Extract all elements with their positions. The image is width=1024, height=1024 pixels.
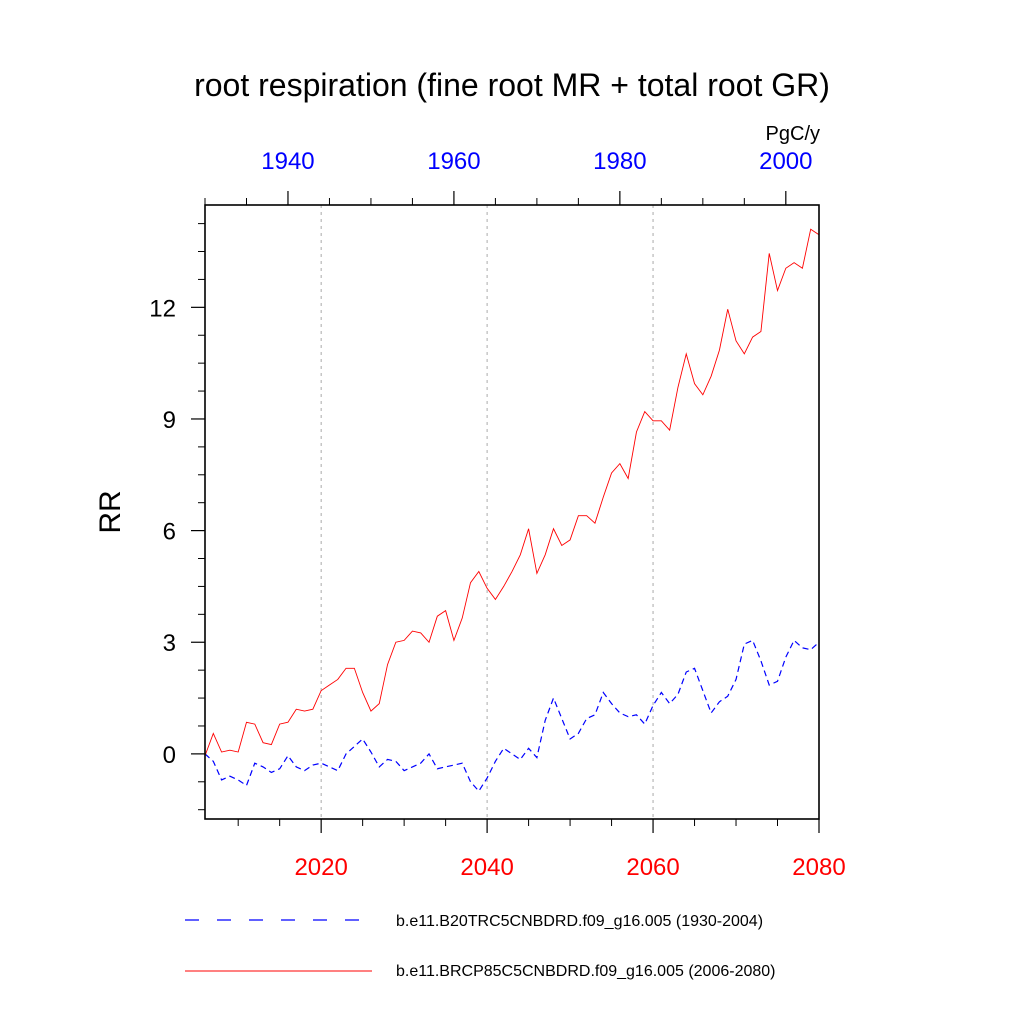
y-tick-label: 9 bbox=[163, 407, 176, 434]
series-lines bbox=[204, 228, 820, 793]
grid-lines bbox=[320, 205, 654, 819]
units-label: PgC/y bbox=[766, 123, 820, 145]
plot-frame bbox=[204, 204, 820, 820]
x-top-tick-label: 1960 bbox=[427, 148, 480, 175]
axis-ticks bbox=[191, 191, 820, 833]
x-bottom-tick-label: 2020 bbox=[294, 854, 347, 881]
x-top-tick-label: 2000 bbox=[759, 148, 812, 175]
x-top-tick-label: 1940 bbox=[261, 148, 314, 175]
series-line-0 bbox=[204, 639, 820, 793]
legend-label-rcp85: b.e11.BRCP85C5CNBDRD.f09_g16.005 (2006-2… bbox=[396, 963, 775, 980]
y-tick-label: 12 bbox=[149, 295, 176, 322]
series-line-1 bbox=[204, 228, 820, 756]
x-bottom-tick-label: 2040 bbox=[460, 854, 513, 881]
x-top-tick-label: 1980 bbox=[593, 148, 646, 175]
y-tick-label: 3 bbox=[163, 630, 176, 657]
legend: b.e11.B20TRC5CNBDRD.f09_g16.005 (1930-20… bbox=[185, 913, 775, 980]
x-bottom-tick-label: 2060 bbox=[626, 854, 679, 881]
tick-labels: 0 3 6 9 12 2020 2040 2060 2080 1940 1960 1980 2000 bbox=[149, 148, 845, 881]
y-axis-label: RR bbox=[94, 490, 127, 533]
y-tick-label: 0 bbox=[163, 742, 176, 769]
x-bottom-tick-label: 2080 bbox=[792, 854, 845, 881]
legend-label-historical: b.e11.B20TRC5CNBDRD.f09_g16.005 (1930-20… bbox=[396, 913, 763, 930]
y-tick-label: 6 bbox=[163, 519, 176, 546]
chart-title: root respiration (fine root MR + total r… bbox=[194, 67, 830, 103]
